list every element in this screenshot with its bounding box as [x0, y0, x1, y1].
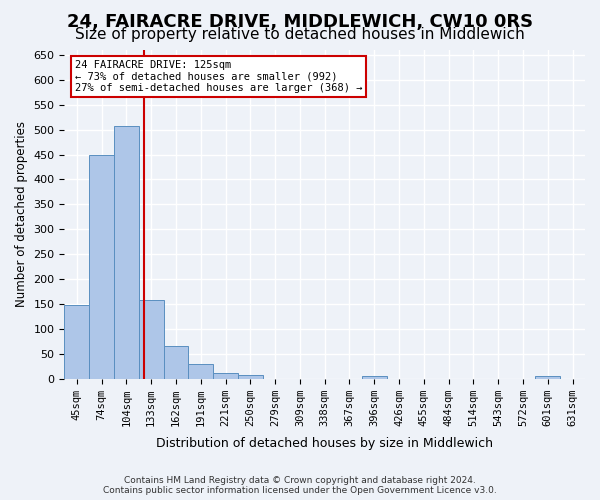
Text: Contains HM Land Registry data © Crown copyright and database right 2024.
Contai: Contains HM Land Registry data © Crown c…	[103, 476, 497, 495]
Bar	[164, 346, 188, 378]
Bar	[64, 306, 89, 378]
Bar	[114, 126, 139, 378]
Bar	[213, 372, 238, 378]
Text: 24, FAIRACRE DRIVE, MIDDLEWICH, CW10 0RS: 24, FAIRACRE DRIVE, MIDDLEWICH, CW10 0RS	[67, 12, 533, 30]
Bar	[89, 154, 114, 378]
Bar	[188, 364, 213, 378]
Text: Size of property relative to detached houses in Middlewich: Size of property relative to detached ho…	[75, 28, 525, 42]
X-axis label: Distribution of detached houses by size in Middlewich: Distribution of detached houses by size …	[156, 437, 493, 450]
Text: 24 FAIRACRE DRIVE: 125sqm
← 73% of detached houses are smaller (992)
27% of semi: 24 FAIRACRE DRIVE: 125sqm ← 73% of detac…	[75, 60, 362, 93]
Bar	[535, 376, 560, 378]
Bar	[238, 375, 263, 378]
Y-axis label: Number of detached properties: Number of detached properties	[15, 122, 28, 308]
Bar	[139, 300, 164, 378]
Bar	[362, 376, 386, 378]
